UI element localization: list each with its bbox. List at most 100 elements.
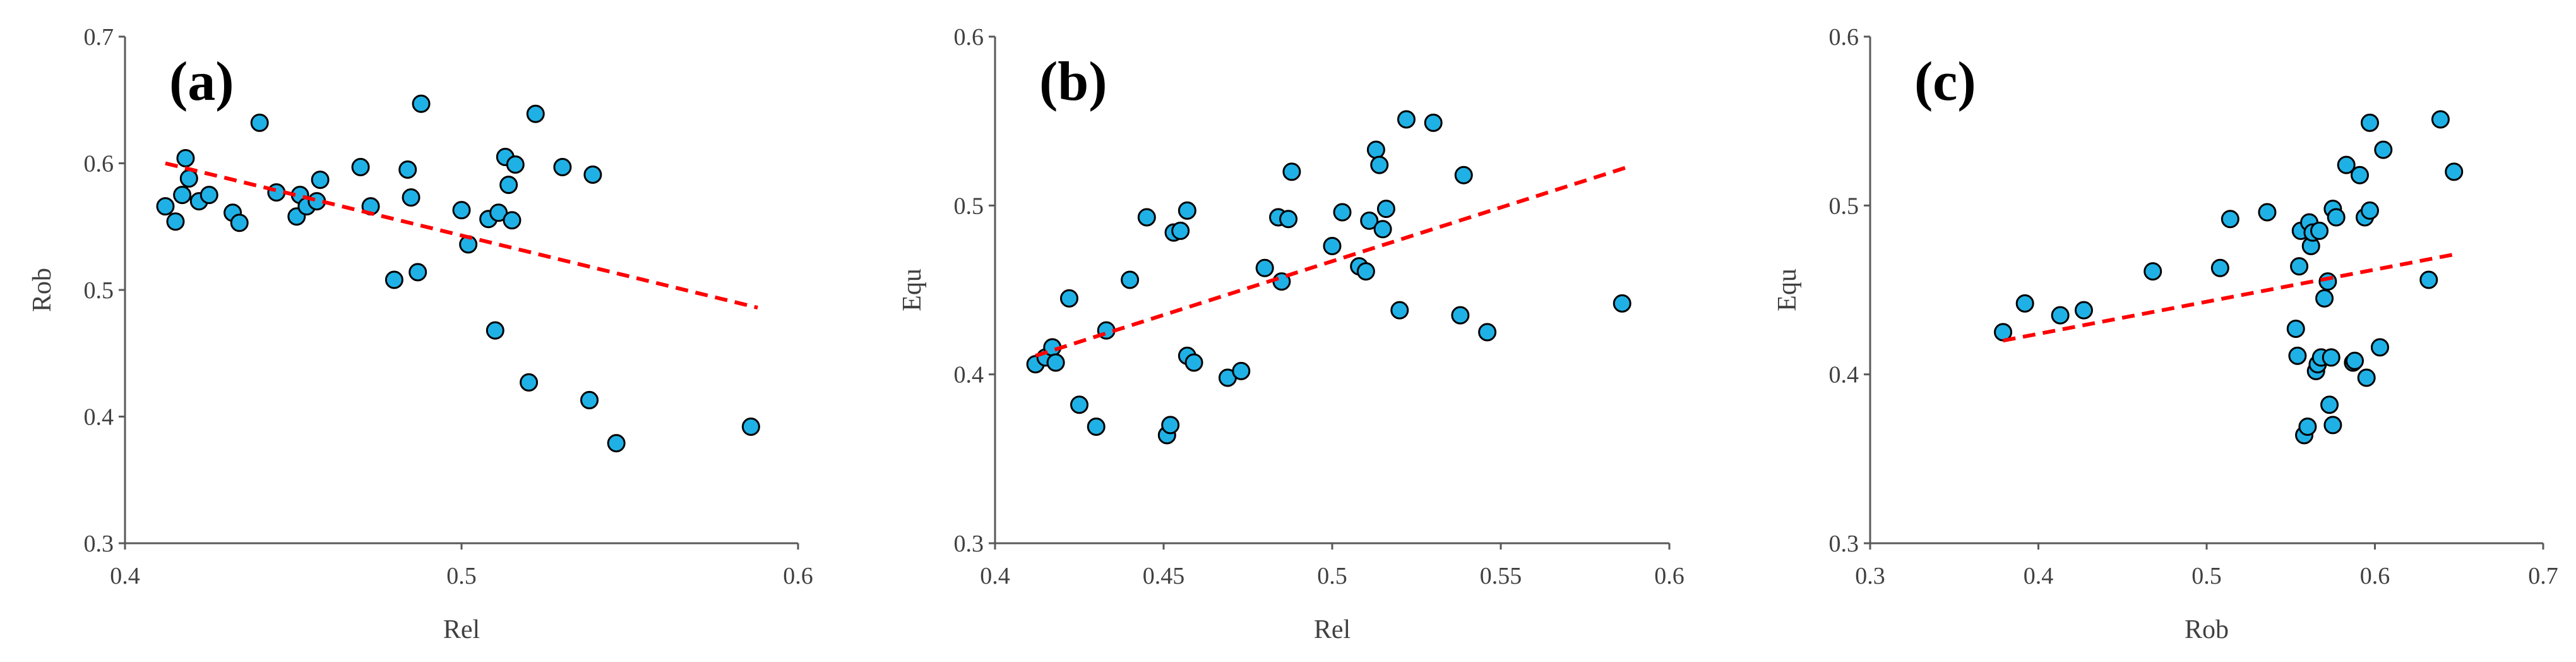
data-point <box>156 197 175 216</box>
data-point <box>2144 262 2162 281</box>
data-point <box>2015 294 2034 313</box>
y-axis-title: Rob <box>28 268 57 312</box>
data-point <box>489 203 508 222</box>
data-point <box>1171 221 1190 240</box>
data-point <box>173 186 192 205</box>
data-point <box>1356 262 1375 281</box>
data-point <box>2074 301 2093 320</box>
data-point <box>200 186 218 205</box>
x-tick-label: 0.4 <box>2024 563 2054 589</box>
x-tick-label: 0.55 <box>1480 563 1522 589</box>
data-point <box>2419 270 2438 289</box>
x-tick-label: 0.6 <box>783 563 813 589</box>
data-point <box>2445 162 2464 181</box>
data-point <box>2361 113 2380 132</box>
x-tick-label: 0.7 <box>2528 563 2558 589</box>
data-point <box>1121 270 1140 289</box>
data-point <box>741 418 760 436</box>
data-point <box>503 211 522 230</box>
x-tick-label: 0.4 <box>110 563 140 589</box>
data-point <box>2370 338 2389 357</box>
y-tick-label: 0.3 <box>1829 531 1859 557</box>
y-tick-label: 0.5 <box>954 193 984 219</box>
data-point <box>176 148 195 167</box>
data-point <box>1137 208 1156 227</box>
data-point <box>553 158 572 177</box>
data-point <box>1161 416 1180 435</box>
data-point <box>2323 416 2342 435</box>
x-tick-label: 0.45 <box>1143 563 1185 589</box>
y-tick-label: 0.6 <box>84 151 114 178</box>
trend-line <box>1035 164 1630 358</box>
data-point <box>230 214 249 232</box>
data-point <box>1184 353 1203 372</box>
y-tick-label: 0.7 <box>84 24 114 51</box>
data-point <box>2298 418 2317 436</box>
data-point <box>2327 208 2346 227</box>
data-point <box>2258 203 2277 222</box>
data-point <box>506 155 525 174</box>
data-point <box>2361 201 2380 220</box>
data-point <box>2337 155 2356 174</box>
y-axis-title: Equ <box>1773 268 1802 311</box>
data-point <box>1282 162 1301 181</box>
data-point <box>452 201 471 220</box>
data-point <box>2210 258 2229 277</box>
data-point <box>1255 258 1274 277</box>
data-point <box>580 390 599 409</box>
data-point <box>1059 289 1078 308</box>
data-point <box>2320 395 2339 414</box>
x-tick-label: 0.3 <box>1855 563 1885 589</box>
data-point <box>2322 348 2340 367</box>
x-axis-title: Rob <box>2185 615 2229 644</box>
panel-label: (b) <box>1039 51 1107 112</box>
data-point <box>402 188 420 207</box>
data-point <box>2288 346 2307 365</box>
data-point <box>267 183 286 202</box>
y-tick-label: 0.3 <box>954 531 984 557</box>
x-tick-label: 0.6 <box>1654 563 1685 589</box>
x-axis-title: Rel <box>443 615 480 644</box>
data-point <box>2351 166 2370 184</box>
y-tick-label: 0.5 <box>1829 193 1859 219</box>
y-axis-title: Equ <box>898 268 927 311</box>
data-point <box>1451 306 1470 325</box>
data-point <box>2315 289 2334 308</box>
data-point <box>1087 418 1106 436</box>
chart-panel-1: 0.3 0.4 0.5 0.6 0.7 0.4 0.5 0.6 Rel Rob (a) <box>28 24 813 644</box>
data-point <box>311 171 330 190</box>
data-point <box>1366 140 1385 159</box>
chart-panel-3: 0.3 0.4 0.5 0.6 0.3 0.4 0.5 0.6 0.7 Rob Equ (c) <box>1773 24 2558 644</box>
y-tick-label: 0.6 <box>1829 24 1859 51</box>
data-point <box>1070 395 1088 414</box>
data-point <box>1370 155 1389 174</box>
x-tick-label: 0.5 <box>1317 563 1347 589</box>
data-point <box>1333 203 1352 222</box>
data-point <box>486 321 504 340</box>
data-point <box>520 373 539 392</box>
chart-panel-2: 0.3 0.4 0.5 0.6 0.4 0.45 0.5 0.55 0.6 Rel Equ (b) <box>898 24 1685 644</box>
data-point <box>1424 113 1443 132</box>
data-point <box>408 263 427 282</box>
y-tick-label: 0.4 <box>954 362 984 388</box>
x-tick-label: 0.5 <box>446 563 477 589</box>
data-point <box>1323 236 1342 255</box>
data-point <box>1046 353 1065 372</box>
data-point <box>1232 361 1251 380</box>
data-point <box>250 113 269 132</box>
data-point <box>166 212 185 231</box>
x-tick-label: 0.4 <box>980 563 1010 589</box>
data-point <box>1390 301 1409 320</box>
data-point <box>1373 220 1392 239</box>
data-point <box>1279 210 1298 229</box>
data-point <box>1454 166 1473 184</box>
data-point <box>499 176 518 195</box>
data-point <box>2310 221 2329 240</box>
y-tick-label: 0.4 <box>84 404 114 431</box>
data-point <box>398 160 417 179</box>
x-tick-label: 0.6 <box>2360 563 2390 589</box>
data-point <box>385 270 403 289</box>
data-point <box>351 158 370 177</box>
y-tick-label: 0.6 <box>954 24 984 51</box>
